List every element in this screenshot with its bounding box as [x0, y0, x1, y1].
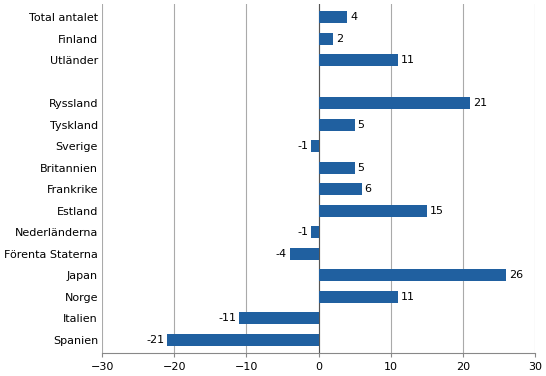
Text: 11: 11 — [401, 292, 415, 302]
Text: -1: -1 — [298, 227, 308, 237]
Bar — [318, 54, 398, 66]
Bar — [167, 334, 318, 346]
Text: -21: -21 — [146, 335, 164, 345]
Bar — [318, 97, 470, 109]
Bar — [318, 270, 506, 281]
Text: 4: 4 — [350, 12, 358, 22]
Text: -11: -11 — [218, 313, 236, 323]
Bar — [290, 248, 318, 260]
Text: 26: 26 — [509, 270, 523, 280]
Bar — [311, 140, 318, 152]
Bar — [318, 291, 398, 303]
Text: 2: 2 — [336, 33, 343, 44]
Bar — [318, 162, 354, 174]
Text: 11: 11 — [401, 55, 415, 65]
Bar — [318, 33, 333, 44]
Bar — [318, 205, 426, 217]
Text: 15: 15 — [430, 206, 443, 216]
Text: 5: 5 — [358, 120, 365, 130]
Bar — [311, 226, 318, 238]
Text: -1: -1 — [298, 141, 308, 151]
Text: 21: 21 — [473, 98, 487, 108]
Text: 6: 6 — [365, 184, 372, 194]
Bar — [318, 11, 347, 23]
Text: 5: 5 — [358, 163, 365, 173]
Bar — [318, 119, 354, 130]
Text: -4: -4 — [276, 249, 287, 259]
Bar — [318, 183, 362, 195]
Bar — [239, 312, 318, 324]
